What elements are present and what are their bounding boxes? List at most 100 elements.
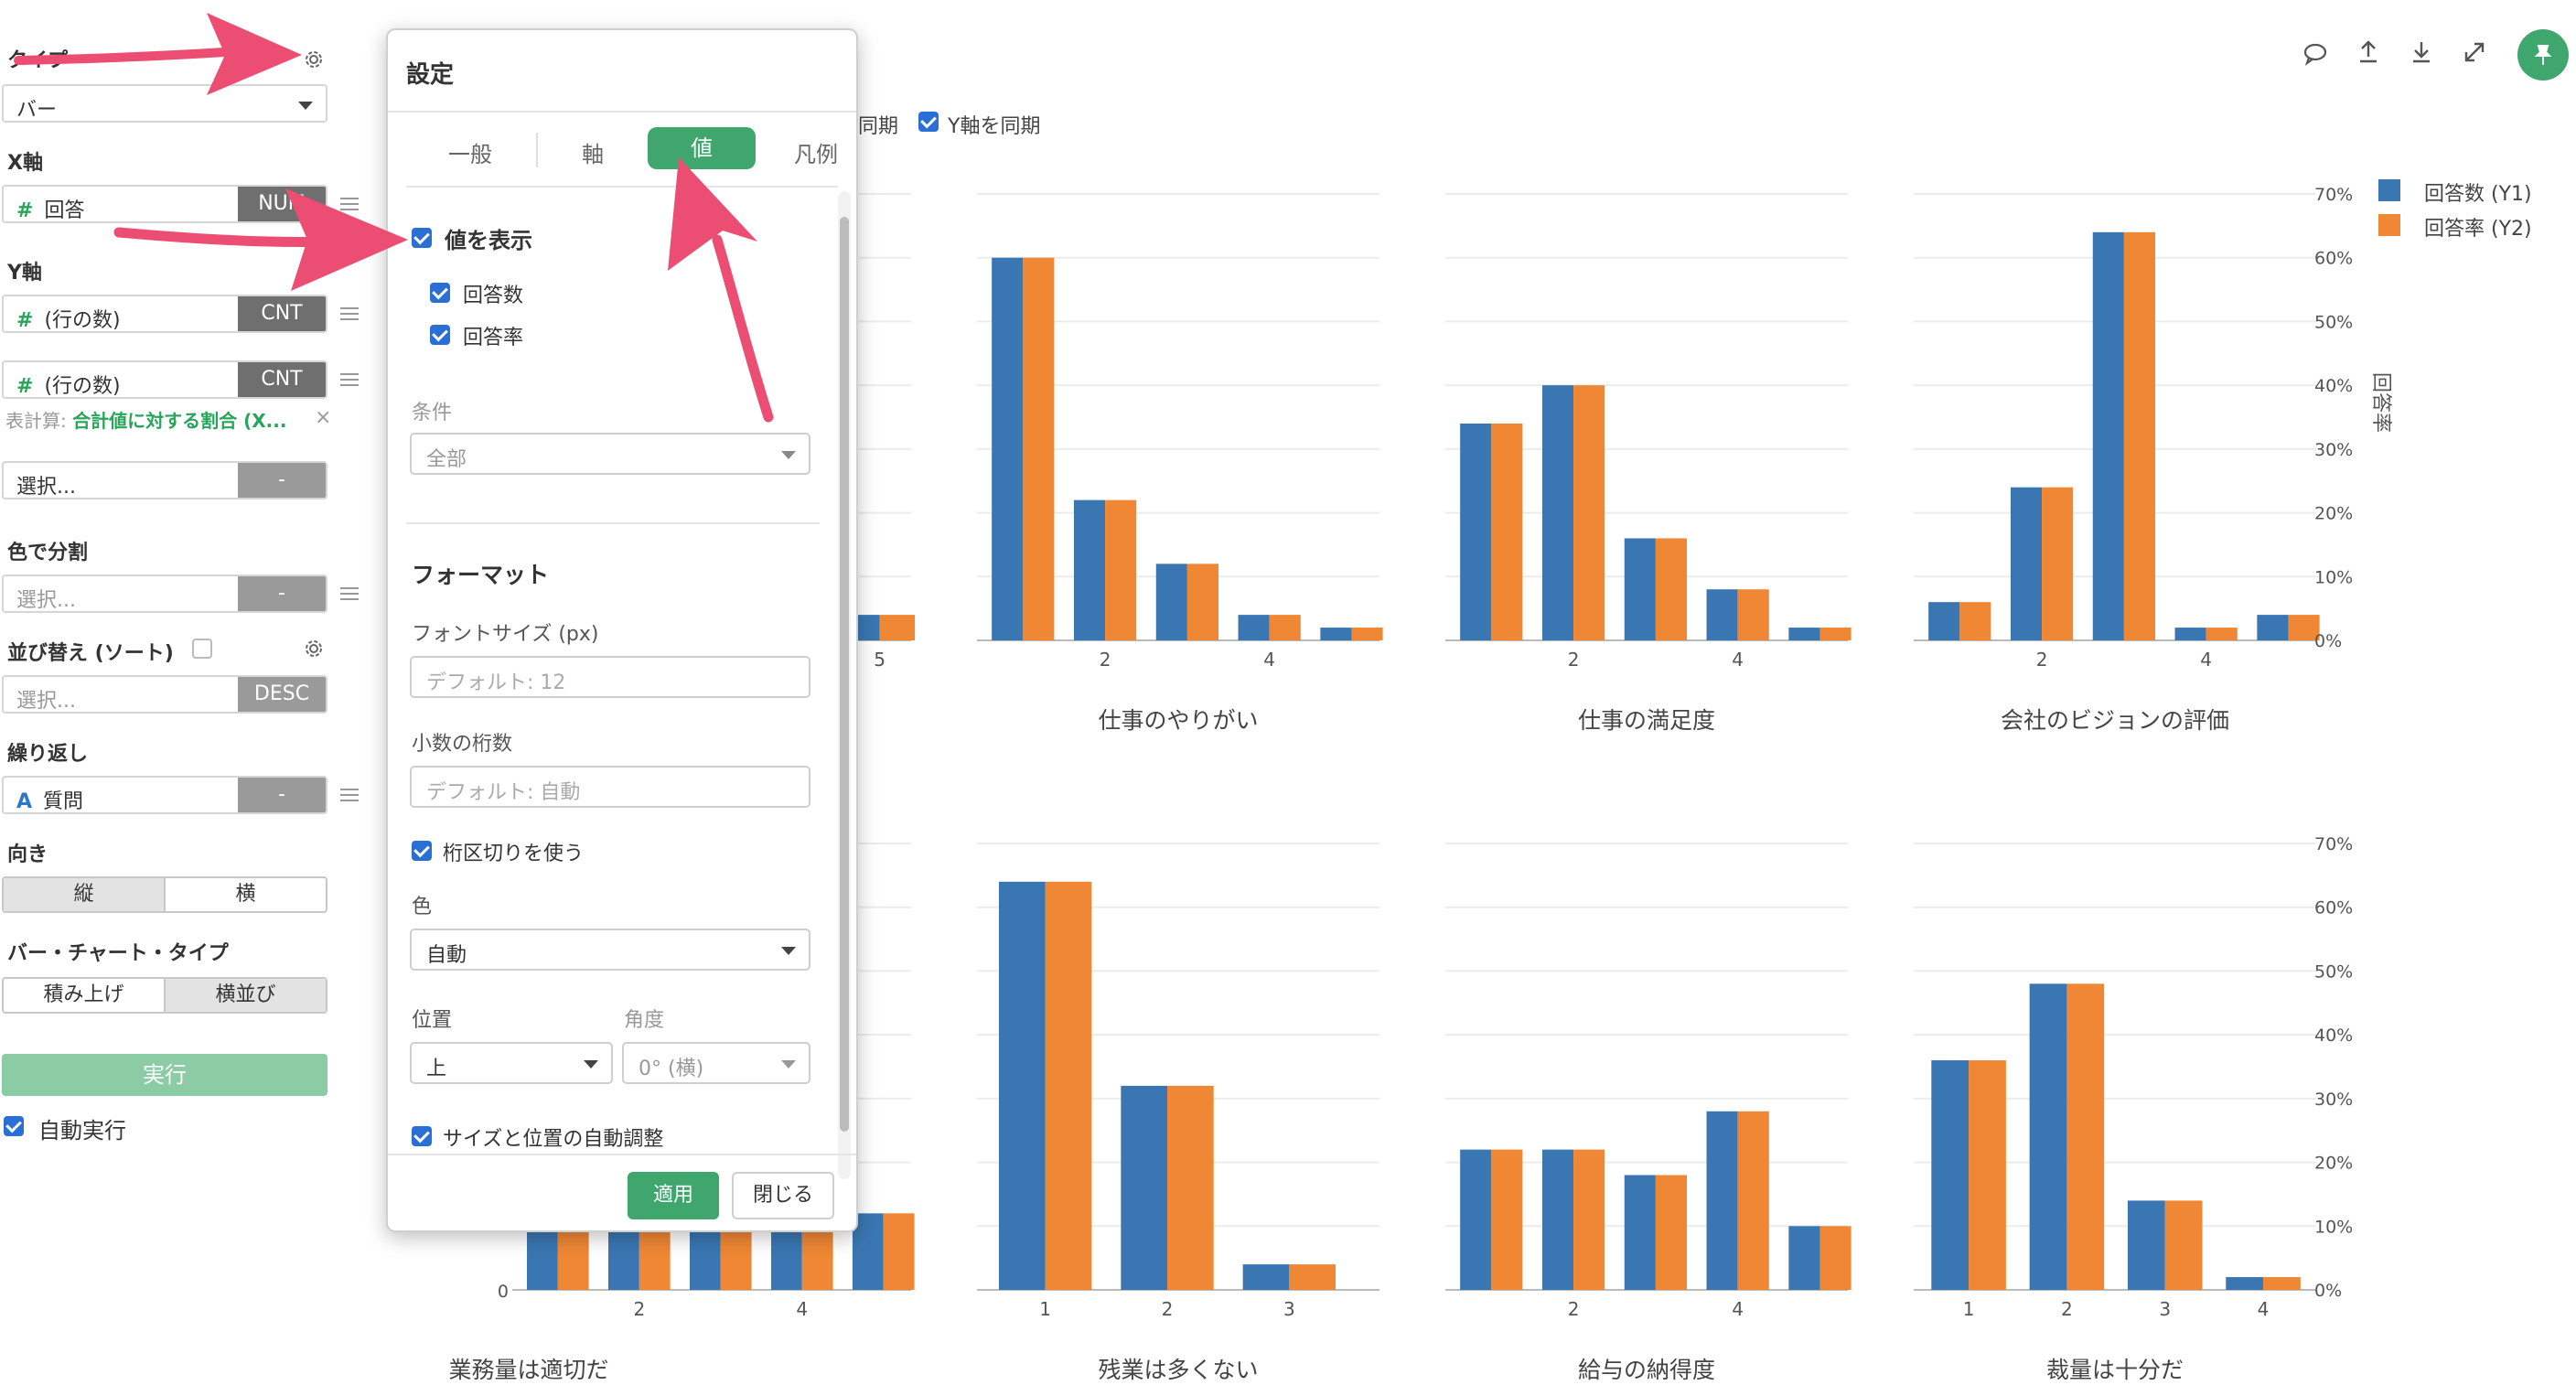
color-split-select[interactable]: 選択... -: [2, 575, 327, 613]
expand-icon[interactable]: [2461, 38, 2488, 66]
sync-y-label: Y軸を同期: [948, 115, 1041, 138]
position-select[interactable]: 上: [410, 1042, 613, 1084]
bar: [1186, 564, 1218, 640]
scrollbar-track[interactable]: [838, 191, 851, 1179]
x-tick-label: 4: [1732, 1298, 1744, 1320]
bar: [2206, 628, 2238, 640]
y-add-tag[interactable]: -: [238, 463, 326, 498]
bar: [1460, 1149, 1492, 1290]
x-tick-label: 3: [1283, 1298, 1295, 1320]
y-tick-label: 60%: [2314, 898, 2353, 918]
font-size-input[interactable]: デフォルト: 12: [410, 656, 810, 698]
auto-run-checkbox[interactable]: [4, 1116, 24, 1136]
format-heading: フォーマット: [412, 562, 550, 588]
scrollbar-thumb[interactable]: [840, 217, 849, 1132]
chart-type-select[interactable]: バー: [2, 84, 327, 123]
x-axis-field[interactable]: # 回答 NUM: [2, 185, 327, 223]
repeat-field[interactable]: A 質問 -: [2, 776, 327, 814]
number-icon: #: [16, 199, 34, 222]
series-2-label: 回答率: [463, 327, 524, 349]
bar: [1105, 499, 1137, 640]
color-select[interactable]: 自動: [410, 929, 810, 971]
divider: [406, 522, 820, 524]
close-button[interactable]: 閉じる: [732, 1172, 834, 1219]
bar: [2066, 983, 2105, 1290]
type-settings-gear-icon[interactable]: [302, 48, 326, 71]
x-tick-label: 2: [2036, 649, 2048, 671]
bar: [1624, 1175, 1656, 1290]
y-tick-label: 40%: [2314, 1026, 2353, 1046]
sync-x-label: 同期: [858, 115, 899, 138]
run-button[interactable]: 実行: [2, 1054, 327, 1096]
angle-select[interactable]: 0° (横): [622, 1042, 810, 1084]
upload-icon[interactable]: [2355, 38, 2382, 66]
y-tick-label: 20%: [2314, 1154, 2353, 1174]
show-values-checkbox[interactable]: [412, 228, 432, 248]
comment-icon[interactable]: [2302, 40, 2329, 68]
chart-title: 仕事のやりがい: [1098, 707, 1258, 734]
tab-axis[interactable]: 軸: [582, 142, 604, 167]
series-1-checkbox[interactable]: [430, 283, 450, 303]
drag-handle-icon[interactable]: [340, 789, 359, 801]
sort-settings-gear-icon[interactable]: [302, 637, 326, 660]
bar: [992, 257, 1024, 640]
bar: [883, 1213, 915, 1290]
auto-adjust-checkbox[interactable]: [412, 1126, 432, 1146]
pin-button[interactable]: [2517, 29, 2569, 81]
dialog-title: 設定: [406, 61, 455, 89]
orientation-horizontal[interactable]: 横: [164, 878, 326, 911]
close-icon[interactable]: ×: [315, 406, 332, 429]
bar: [2226, 1277, 2264, 1290]
condition-select[interactable]: 全部: [410, 433, 810, 475]
x-tick-label: 2: [1568, 1298, 1580, 1320]
bar-type-label: バー・チャート・タイプ: [7, 942, 229, 965]
bar: [1155, 564, 1187, 640]
decimals-input[interactable]: デフォルト: 自動: [410, 766, 810, 808]
y-add-select[interactable]: 選択... -: [2, 461, 327, 499]
table-calc-prefix: 表計算:: [5, 410, 67, 432]
apply-button[interactable]: 適用: [628, 1172, 719, 1219]
y-tick-label: 20%: [2314, 504, 2353, 524]
thousand-separator-checkbox[interactable]: [412, 841, 432, 861]
y-field-1-tag[interactable]: CNT: [238, 296, 326, 331]
tab-values[interactable]: 値: [648, 127, 756, 169]
position-label: 位置: [412, 1009, 453, 1032]
bar: [1655, 538, 1687, 640]
x-tick-label: 3: [2159, 1298, 2171, 1320]
chart-title: 残業は多くない: [1098, 1357, 1258, 1383]
bar: [1928, 602, 1960, 640]
y-axis-field-1[interactable]: # (行の数) CNT: [2, 295, 327, 333]
y-tick-label: 0%: [2314, 1281, 2342, 1301]
bar: [1460, 423, 1492, 640]
bar: [1969, 1060, 2006, 1290]
repeat-field-name: 質問: [43, 790, 84, 813]
drag-handle-icon[interactable]: [340, 587, 359, 600]
series-2-checkbox[interactable]: [430, 325, 450, 345]
tab-legend[interactable]: 凡例: [794, 142, 838, 167]
sort-checkbox[interactable]: [192, 639, 212, 659]
bar-type-side-by-side[interactable]: 横並び: [164, 979, 326, 1012]
y-field-2-tag[interactable]: CNT: [238, 362, 326, 397]
color-split-tag[interactable]: -: [238, 576, 326, 611]
divider: [388, 111, 856, 113]
chevron-down-icon: [781, 451, 796, 459]
repeat-tag[interactable]: -: [238, 778, 326, 812]
drag-handle-icon[interactable]: [340, 307, 359, 320]
bar: [1706, 1111, 1738, 1290]
bar-type-stacked[interactable]: 積み上げ: [43, 983, 124, 1006]
table-calc-note[interactable]: 表計算: 合計値に対する割合 (X...: [5, 406, 286, 433]
tab-general[interactable]: 一般: [448, 142, 492, 167]
bar: [2029, 983, 2067, 1290]
drag-handle-icon[interactable]: [340, 373, 359, 386]
sort-tag[interactable]: DESC: [238, 677, 326, 712]
download-icon[interactable]: [2408, 38, 2435, 66]
y-axis-field-2[interactable]: # (行の数) CNT: [2, 360, 327, 399]
bar: [1819, 1226, 1852, 1290]
sort-select[interactable]: 選択... DESC: [2, 675, 327, 714]
text-type-icon: A: [16, 790, 33, 813]
bar: [852, 1213, 884, 1290]
sync-y-checkbox[interactable]: [918, 112, 939, 132]
number-icon: #: [16, 309, 34, 332]
orientation-vertical[interactable]: 縦: [4, 878, 164, 911]
bar: [1269, 615, 1301, 640]
